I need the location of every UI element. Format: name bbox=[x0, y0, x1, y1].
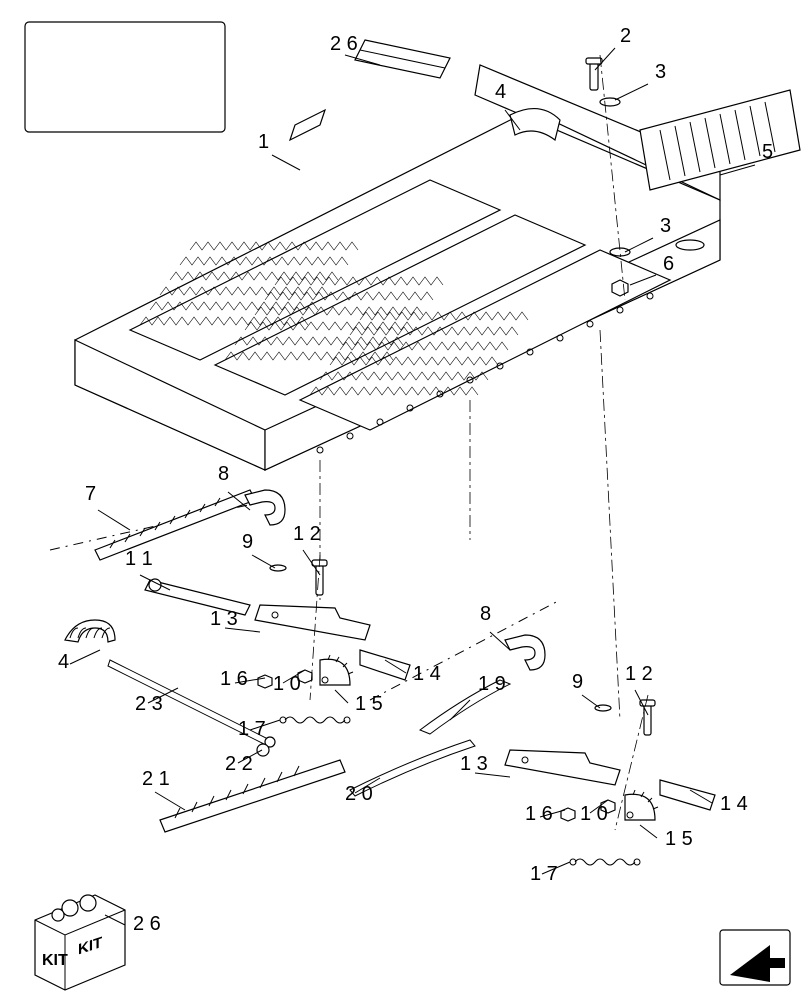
part-13-plate-left bbox=[255, 605, 370, 640]
callout-17: 1 7 bbox=[238, 718, 266, 740]
callout-4: 4 bbox=[58, 651, 69, 673]
callout-1: 1 bbox=[258, 131, 269, 153]
part-4-bracket-left bbox=[65, 620, 115, 642]
part-26-plate bbox=[355, 40, 450, 78]
callout-26: 2 6 bbox=[330, 33, 358, 55]
callout-13: 1 3 bbox=[460, 753, 488, 775]
callout-8: 8 bbox=[480, 603, 491, 625]
callout-15: 1 5 bbox=[665, 828, 693, 850]
callout-3: 3 bbox=[660, 215, 671, 237]
callout-23: 2 3 bbox=[135, 693, 163, 715]
part-22-connector bbox=[257, 744, 269, 756]
part-15-sector-right bbox=[625, 790, 658, 820]
callout-16: 1 6 bbox=[525, 803, 553, 825]
callout-16: 1 6 bbox=[220, 668, 248, 690]
part-14-wedge-left bbox=[360, 650, 410, 680]
callout-4: 4 bbox=[495, 81, 506, 103]
callout-20: 2 0 bbox=[345, 783, 373, 805]
part-17-spring-right bbox=[570, 859, 640, 865]
parts-diagram: KIT KIT 1 2 3 3 4 4 5 6 7 8 8 9 9 1 0 1 0 1 1 1 2 1 2 1 3 1… bbox=[0, 0, 808, 1000]
callout-26: 2 6 bbox=[133, 913, 161, 935]
callout-2: 2 bbox=[620, 25, 631, 47]
callout-15: 1 5 bbox=[355, 693, 383, 715]
part-13-plate-right bbox=[505, 750, 620, 785]
callout-14: 1 4 bbox=[413, 663, 441, 685]
callout-22: 2 2 bbox=[225, 753, 253, 775]
callout-21: 2 1 bbox=[142, 768, 170, 790]
part-16-nut-left bbox=[258, 675, 272, 688]
part-8-hook-right bbox=[505, 635, 545, 670]
callout-8: 8 bbox=[218, 463, 229, 485]
kit-box-icon: KIT KIT bbox=[35, 895, 125, 990]
callout-17: 1 7 bbox=[530, 863, 558, 885]
callout-3: 3 bbox=[655, 61, 666, 83]
part-14-wedge-right bbox=[660, 780, 715, 810]
part-8-hook-left bbox=[245, 490, 285, 525]
callout-12: 1 2 bbox=[625, 663, 653, 685]
callout-6: 6 bbox=[663, 253, 674, 275]
kit-label-front: KIT bbox=[42, 952, 68, 969]
callout-9: 9 bbox=[572, 671, 583, 693]
part-16-nut-right bbox=[561, 808, 575, 821]
callout-11: 1 1 bbox=[125, 548, 153, 570]
callout-7: 7 bbox=[85, 483, 96, 505]
part-17-spring-left bbox=[280, 717, 350, 723]
callout-19: 1 9 bbox=[478, 673, 506, 695]
part-9-washer-left bbox=[270, 565, 286, 571]
callout-5: 5 bbox=[762, 141, 773, 163]
title-box bbox=[25, 22, 225, 132]
part-7-serrated-bar bbox=[95, 490, 255, 560]
callout-13: 1 3 bbox=[210, 608, 238, 630]
callout-10: 1 0 bbox=[580, 803, 608, 825]
next-page-icon[interactable] bbox=[720, 930, 790, 985]
callout-12: 1 2 bbox=[293, 523, 321, 545]
callout-10: 1 0 bbox=[273, 673, 301, 695]
part-15-sector-left bbox=[320, 655, 353, 685]
callout-14: 1 4 bbox=[720, 793, 748, 815]
callout-9: 9 bbox=[242, 531, 253, 553]
